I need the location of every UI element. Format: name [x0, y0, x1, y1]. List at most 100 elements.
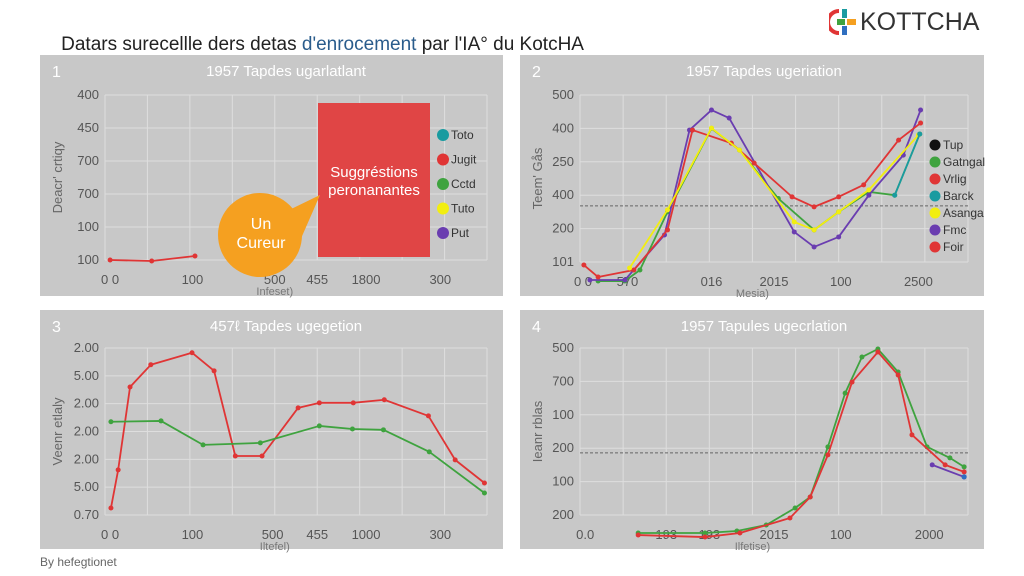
x-axis-title: Ilfetise)	[735, 541, 770, 553]
legend-label: Toto	[451, 128, 474, 142]
x-tick-label: 2015	[760, 274, 789, 289]
x-tick-label: 570	[617, 274, 639, 289]
data-point	[665, 227, 671, 233]
data-point	[349, 426, 355, 432]
legend-label: Vrlig	[943, 172, 967, 186]
y-tick-label: 100	[77, 219, 99, 234]
data-point	[961, 469, 967, 475]
data-point	[192, 253, 198, 259]
data-point	[108, 419, 114, 425]
x-tick-label: 455	[306, 272, 328, 287]
data-point	[581, 262, 587, 268]
data-point	[200, 442, 206, 448]
legend-marker-purple	[437, 227, 449, 239]
data-point	[751, 160, 757, 166]
y-tick-label: 400	[552, 120, 574, 135]
data-point	[316, 400, 322, 406]
data-point	[425, 413, 431, 419]
data-point	[896, 137, 902, 143]
legend-marker-teal	[929, 190, 941, 202]
x-tick-label: 016	[701, 274, 723, 289]
y-tick-label: 2.00	[74, 340, 99, 355]
legend-label: Tuto	[451, 202, 475, 216]
y-tick-label: 5.00	[74, 479, 99, 494]
panel-number: 3	[52, 319, 61, 336]
data-point	[622, 277, 628, 283]
x-tick-label: 100	[182, 527, 204, 542]
data-point	[895, 372, 901, 378]
data-point	[917, 131, 923, 137]
legend-label: Put	[451, 226, 470, 240]
x-tick-label: 1800	[352, 272, 381, 287]
legend-marker-black	[929, 139, 941, 151]
data-point	[481, 480, 487, 486]
data-point	[481, 490, 487, 496]
data-point	[791, 219, 797, 225]
legend-marker-teal	[437, 129, 449, 141]
data-point	[861, 182, 867, 188]
data-point	[849, 379, 855, 385]
data-point	[127, 384, 133, 390]
chart-panel-3: 0.70 5.00 2.00 2.00 2.00 5.00 2.00 0 0 100 500 455…	[40, 310, 503, 553]
data-point	[595, 274, 601, 280]
y-tick-label: 500	[552, 87, 574, 102]
data-point	[787, 515, 793, 521]
data-point	[825, 452, 831, 458]
data-point	[690, 127, 696, 133]
x-tick-label: 100	[830, 274, 852, 289]
x-tick-label: 0 0	[574, 274, 592, 289]
data-point	[825, 444, 831, 450]
suggestions-box	[318, 103, 430, 257]
y-tick-label: 2.00	[74, 424, 99, 439]
legend-label: Cctd	[451, 177, 476, 191]
legend-marker-red	[929, 241, 941, 253]
y-tick-label: 700	[552, 373, 574, 388]
legend-label: Asanga	[943, 206, 984, 220]
callout-bubble	[218, 193, 302, 277]
series-line-purple	[931, 464, 965, 478]
x-axis-title: Mesia)	[736, 288, 769, 300]
y-tick-label: 0.70	[74, 507, 99, 522]
y-tick-label: 100	[77, 252, 99, 267]
y-axis-title: Ieanr rblas	[530, 400, 545, 462]
logo-mark-icon	[829, 9, 856, 35]
y-axis-title: Deacr' crtiqy	[50, 141, 65, 213]
chart-title: 1957 Tapules ugecrlation	[681, 318, 848, 335]
x-tick-label: 1000	[352, 527, 381, 542]
data-point	[942, 462, 948, 468]
data-point	[947, 455, 953, 461]
data-point	[702, 530, 708, 536]
x-tick-label: 300	[429, 527, 451, 542]
logo-text: KOTTCHA	[860, 7, 980, 36]
data-point	[149, 258, 155, 264]
data-point	[107, 257, 113, 263]
data-point	[929, 462, 935, 468]
data-point	[737, 147, 743, 153]
data-point	[381, 397, 387, 403]
title-part2: par l'IA° du KotcHA	[416, 34, 584, 55]
data-point	[115, 467, 121, 473]
series-line-teal	[893, 133, 921, 196]
title-part1: Datars surecellle ders detas	[61, 34, 302, 55]
legend-marker-yellow	[437, 202, 449, 215]
data-point	[257, 440, 263, 446]
y-tick-label: 5.00	[74, 368, 99, 383]
page-title: Datars surecellle ders detas d'enrocemen…	[40, 12, 584, 78]
legend-label: Gatngal	[943, 155, 985, 169]
data-point	[232, 453, 238, 459]
data-point	[316, 423, 322, 429]
data-point	[737, 530, 743, 536]
x-tick-label: 500	[262, 527, 284, 542]
x-tick-label: 455	[306, 527, 328, 542]
data-point	[587, 277, 593, 283]
data-point	[836, 209, 842, 215]
legend-marker-red	[437, 153, 449, 166]
data-point	[452, 457, 458, 463]
data-point	[961, 464, 967, 470]
data-point	[350, 400, 356, 406]
panel-number: 2	[532, 64, 541, 81]
data-point	[295, 405, 301, 411]
logo: KOTTCHA	[829, 6, 979, 38]
data-point	[426, 449, 432, 455]
